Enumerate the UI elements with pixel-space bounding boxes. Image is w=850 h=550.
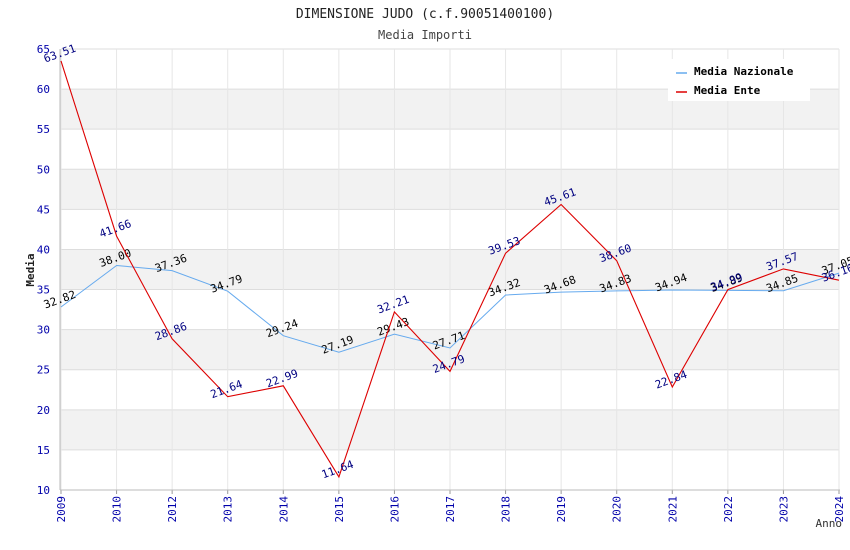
y-tick-50: 50	[37, 163, 50, 176]
data-label-media-ente-2014: 22.99	[264, 367, 300, 391]
chart-subtitle: Media Importi	[378, 28, 472, 42]
x-tick-2012: 2012	[166, 496, 179, 523]
x-tick-2021: 2021	[666, 496, 679, 523]
x-tick-2010: 2010	[111, 496, 124, 523]
legend-box	[668, 59, 810, 101]
data-label-media-ente-2016: 32.21	[375, 293, 411, 317]
y-tick-60: 60	[37, 83, 50, 96]
x-tick-2009: 2009	[55, 496, 68, 523]
y-tick-40: 40	[37, 243, 50, 256]
y-tick-15: 15	[37, 444, 50, 457]
x-tick-2022: 2022	[722, 496, 735, 523]
gridlines	[60, 48, 840, 494]
x-tick-2019: 2019	[555, 496, 568, 523]
x-tick-2014: 2014	[277, 496, 290, 523]
x-tick-2023: 2023	[777, 496, 790, 523]
y-tick-45: 45	[37, 203, 50, 216]
x-tick-2015: 2015	[333, 496, 346, 523]
y-tick-20: 20	[37, 404, 50, 417]
data-label-media-ente-2021: 22.84	[653, 368, 689, 392]
y-tick-65: 65	[37, 43, 50, 56]
series-line-media-nazionale	[60, 264, 840, 353]
data-label-media-ente-2015: 11.64	[320, 458, 356, 482]
y-tick-10: 10	[37, 484, 50, 497]
x-tick-2020: 2020	[611, 496, 624, 523]
x-tick-2018: 2018	[500, 496, 513, 523]
y-tick-35: 35	[37, 284, 50, 297]
y-axis-label: Media	[24, 253, 37, 286]
x-tick-2024: 2024	[833, 496, 846, 523]
y-tick-55: 55	[37, 123, 50, 136]
data-label-media-ente-2013: 21.64	[209, 377, 245, 401]
x-axis-label: Anno	[816, 517, 843, 530]
y-tick-25: 25	[37, 364, 50, 377]
series-line-media-ente	[60, 60, 840, 479]
x-tick-2016: 2016	[388, 496, 401, 523]
y-tick-labels: 10 15 20 25 30 35 40 45 50 55 60 65	[37, 43, 50, 497]
data-label-media-ente-2010: 41.66	[98, 217, 134, 241]
y-tick-30: 30	[37, 324, 50, 337]
legend-label-media-ente: Media Ente	[694, 84, 761, 97]
x-tick-labels: 2009 2010 2012 2013 2014 2015 2016 2017 2018 2019…	[55, 496, 846, 523]
legend: Media Nazionale Media Ente	[668, 59, 810, 101]
legend-label-media-nazionale: Media Nazionale	[694, 65, 794, 78]
x-tick-2017: 2017	[444, 496, 457, 523]
chart-title: DIMENSIONE JUDO (c.f.90051400100)	[296, 7, 554, 22]
x-tick-2013: 2013	[222, 496, 235, 523]
